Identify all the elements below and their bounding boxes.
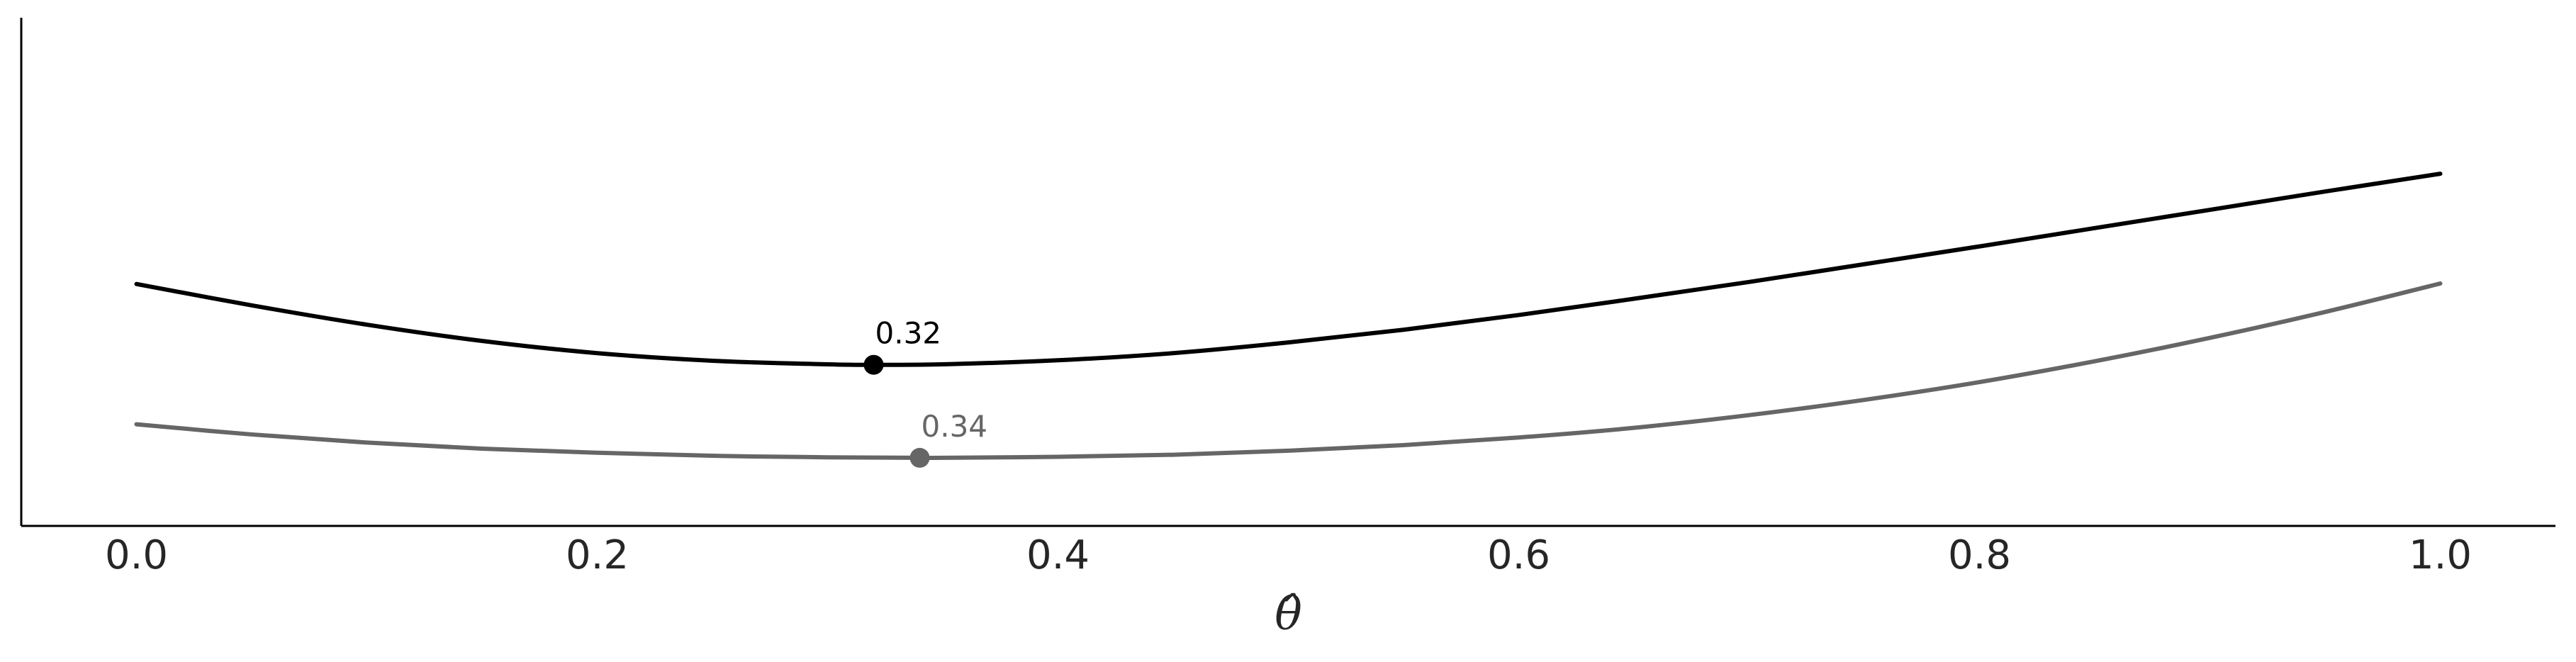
x-tick-label: 0.8 bbox=[1948, 532, 2011, 578]
series-line-2 bbox=[134, 281, 2443, 461]
marker-layer: 0.32 0.34 bbox=[863, 316, 988, 468]
minimum-label-2: 0.34 bbox=[922, 409, 988, 444]
x-axis-label: θ̂ bbox=[1275, 588, 1302, 641]
minimum-point-1 bbox=[863, 354, 884, 375]
series-layer bbox=[134, 172, 2443, 461]
x-tick-label: 0.4 bbox=[1026, 532, 1090, 578]
x-tick-label: 0.6 bbox=[1487, 532, 1550, 578]
minimum-label-1: 0.32 bbox=[875, 316, 942, 351]
x-tick-label: 0.2 bbox=[566, 532, 629, 578]
axes bbox=[20, 18, 2555, 527]
minimum-point-2 bbox=[909, 447, 930, 468]
x-tick-label: 0.0 bbox=[105, 532, 168, 578]
x-ticks: 0.0 0.2 0.4 0.6 0.8 1.0 bbox=[105, 532, 2472, 578]
series-line-1 bbox=[134, 172, 2443, 367]
x-tick-label: 1.0 bbox=[2409, 532, 2472, 578]
